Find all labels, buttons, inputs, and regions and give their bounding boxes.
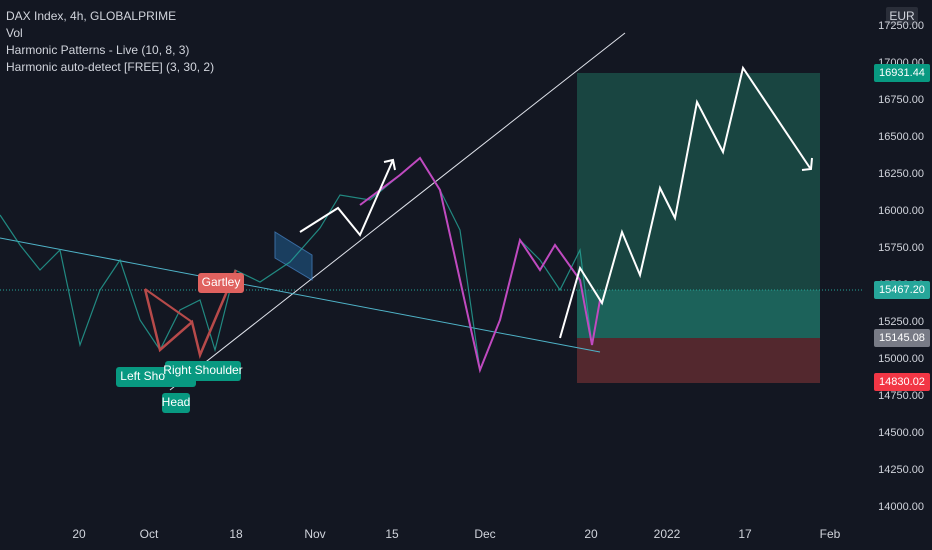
annotation-box xyxy=(162,393,190,413)
currency-box xyxy=(886,7,918,25)
time-tick: 20 xyxy=(584,527,598,541)
time-tick: 18 xyxy=(229,527,243,541)
time-tick: 17 xyxy=(738,527,752,541)
time-tick: Dec xyxy=(474,527,495,541)
price-badge-label: 15145.08 xyxy=(879,332,925,344)
price-badge xyxy=(874,64,930,82)
annotation: Gartley xyxy=(202,275,241,289)
price-tick: 15250.00 xyxy=(878,316,924,328)
arrow-head xyxy=(801,157,813,171)
price-tick: 17250.00 xyxy=(878,20,924,32)
price-badge xyxy=(874,281,930,299)
price-tick: 14500.00 xyxy=(878,427,924,439)
time-tick: 2022 xyxy=(654,527,681,541)
price-badge xyxy=(874,329,930,347)
header-line: Vol xyxy=(6,26,23,40)
neckline xyxy=(0,237,601,353)
price-tick: 14750.00 xyxy=(878,390,924,402)
price-tick: 14000.00 xyxy=(878,501,924,513)
time-tick: Nov xyxy=(304,527,325,541)
profit-zone-filled xyxy=(577,290,820,338)
annotation: Right Shoulder xyxy=(163,363,242,377)
time-tick: Oct xyxy=(140,527,159,541)
stop-zone xyxy=(577,338,820,383)
gartley-pattern xyxy=(144,288,193,323)
trend-line xyxy=(169,32,626,391)
projection xyxy=(299,159,394,237)
price-badge xyxy=(874,373,930,391)
header-line: Harmonic Patterns - Live (10, 8, 3) xyxy=(6,43,189,57)
time-tick: 15 xyxy=(385,527,399,541)
price-axis xyxy=(862,0,932,550)
harmonic-path xyxy=(359,156,601,374)
price-tick: 15750.00 xyxy=(878,242,924,254)
price-tick: 16250.00 xyxy=(878,168,924,180)
price-tick: 16500.00 xyxy=(878,131,924,143)
price-badge-label: 15467.20 xyxy=(879,284,925,296)
price-tick: 16750.00 xyxy=(878,94,924,106)
arrow-head xyxy=(383,158,396,171)
price-tick: 16000.00 xyxy=(878,205,924,217)
price-badge-label: 16931.44 xyxy=(879,67,925,79)
flag xyxy=(274,231,313,281)
currency: EUR xyxy=(889,9,915,23)
projection xyxy=(559,65,811,339)
time-tick: Feb xyxy=(820,527,841,541)
annotation-box xyxy=(165,361,241,381)
price-tick: 15000.00 xyxy=(878,353,924,365)
annotation: Head xyxy=(162,395,191,409)
profit-zone xyxy=(577,73,820,290)
price-tick: 14250.00 xyxy=(878,464,924,476)
price-badge-label: 14830.02 xyxy=(879,376,925,388)
header-line: Harmonic auto-detect [FREE] (3, 30, 2) xyxy=(6,60,214,74)
time-tick: 20 xyxy=(72,527,86,541)
annotation-box xyxy=(198,273,244,293)
header-line: DAX Index, 4h, GLOBALPRIME xyxy=(6,9,176,23)
